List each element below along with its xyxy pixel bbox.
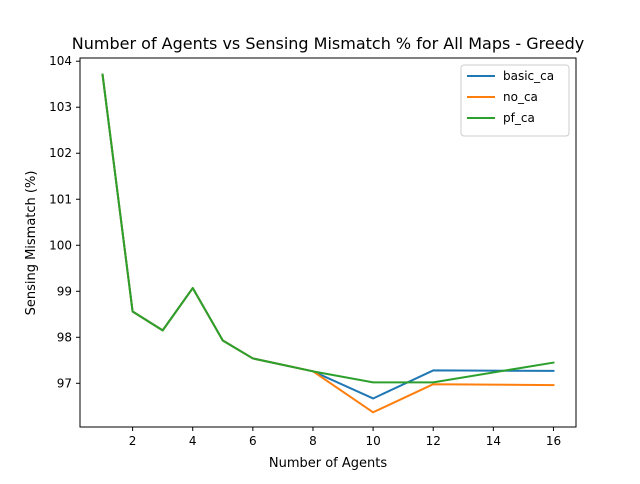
x-tick-label: 6 — [249, 434, 257, 448]
chart-title: Number of Agents vs Sensing Mismatch % f… — [72, 34, 584, 53]
legend: basic_ca no_ca pf_ca — [460, 64, 570, 137]
x-tick-label: 2 — [129, 434, 137, 448]
y-tick-label: 98 — [57, 330, 72, 344]
y-axis-label: Sensing Mismatch (%) — [24, 171, 39, 316]
plot-area: 2 4 6 8 10 12 14 16 97 98 99 100 101 102 103 104 — [49, 54, 577, 448]
x-axis-label: Number of Agents — [269, 456, 387, 471]
x-tick-label: 12 — [426, 434, 441, 448]
x-tick-label: 4 — [189, 434, 197, 448]
x-tick-label: 16 — [546, 434, 561, 448]
y-tick-label: 100 — [49, 238, 72, 252]
y-tick-label: 97 — [57, 376, 72, 390]
y-tick-label: 101 — [49, 192, 72, 206]
x-tick-label: 10 — [365, 434, 380, 448]
legend-label-no-ca: no_ca — [503, 90, 538, 104]
y-tick-label: 103 — [49, 100, 72, 114]
y-tick-label: 99 — [57, 284, 72, 298]
series-line-pf-ca — [101, 73, 555, 384]
y-tick-label: 102 — [49, 146, 72, 160]
legend-label-pf-ca: pf_ca — [503, 111, 535, 125]
plot-frame — [79, 57, 577, 428]
y-tick-label: 104 — [49, 54, 72, 68]
x-tick-label: 14 — [486, 434, 501, 448]
legend-label-basic-ca: basic_ca — [503, 69, 554, 83]
x-tick-label: 8 — [309, 434, 317, 448]
